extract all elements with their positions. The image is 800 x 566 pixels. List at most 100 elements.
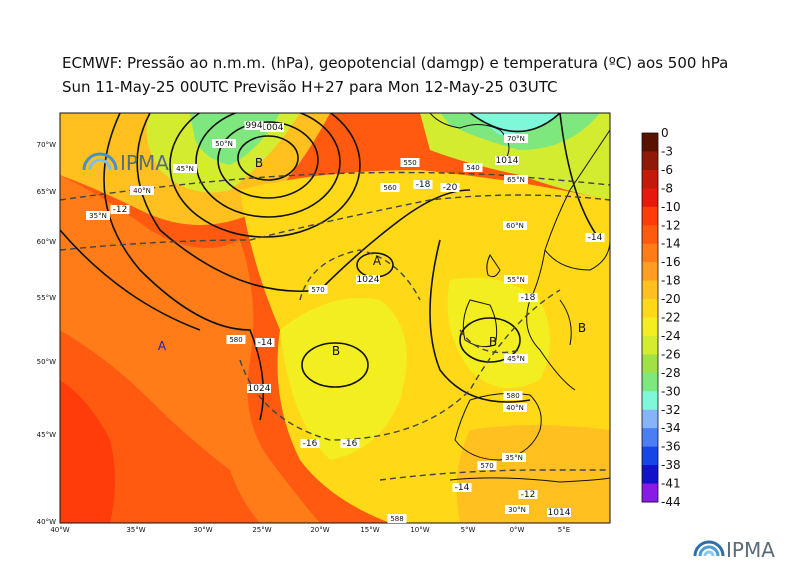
temperature-label: -16: [343, 439, 358, 449]
geopotential-label: 540: [466, 164, 479, 172]
colorbar-swatch: [642, 151, 658, 171]
isobar-label: 1014: [548, 508, 571, 518]
lon-tick-label: 35°W: [126, 526, 145, 534]
colorbar-swatch: [642, 280, 658, 300]
colorbar-label: -41: [661, 477, 681, 491]
colorbar-label: -30: [661, 384, 681, 398]
temperature-label-box: [255, 338, 275, 347]
colorbar-swatch: [642, 169, 658, 189]
lat-tick-label: 60°W: [37, 238, 56, 246]
graticule-label: 40°N: [133, 187, 151, 195]
geopotential-label: 588: [390, 515, 403, 523]
colorbar-swatch: [642, 335, 658, 355]
lat-tick-label: 40°W: [37, 518, 56, 526]
isobar-label: 1014: [496, 156, 519, 166]
colorbar-label: -12: [661, 218, 681, 232]
colorbar-swatch: [642, 428, 658, 448]
temperature-label-box: [452, 483, 472, 492]
colorbar-swatch: [642, 299, 658, 318]
geopotential-label-box: [400, 158, 420, 167]
colorbar-swatch: [642, 483, 658, 503]
colorbar-label: -14: [661, 237, 681, 251]
geopotential-label-box: [308, 285, 328, 294]
pressure-center-label: B: [332, 344, 340, 358]
graticule-label: 65°N: [507, 176, 525, 184]
colorbar: 0 -3 -6 -8 -10 -12 -14 -16 -18 -20 -22 -24 -26 -28 -30…: [641, 126, 681, 509]
colorbar-label: -26: [661, 347, 681, 361]
geopotential-label-box: [380, 183, 400, 192]
map-labels: 50°N 45°N 40°N 35°N 30°N 55°N 60°N 65°N 70°N 40°N…: [86, 121, 605, 523]
temperature-label: -18: [521, 293, 536, 303]
colorbar-label: -22: [661, 311, 681, 325]
logo-text: IPMA: [726, 538, 775, 562]
isobar-label: 1024: [357, 275, 380, 285]
pressure-center-label: A: [158, 339, 167, 353]
isobar-label-box: [547, 508, 571, 517]
geopotential-label: 570: [480, 462, 493, 470]
colorbar-label: -6: [661, 163, 673, 177]
temperature-label: -14: [258, 338, 273, 348]
graticule-label-box: [503, 403, 527, 412]
colorbar-swatch: [642, 446, 658, 466]
lat-tick-label: 55°W: [37, 294, 56, 302]
colorbar-swatch: [642, 133, 658, 152]
colorbar-label: -36: [661, 440, 681, 454]
colorbar-label: -20: [661, 292, 681, 306]
logo-watermark-text: IPMA: [120, 151, 169, 175]
colorbar-label: -18: [661, 274, 681, 288]
geopotential-label-box: [463, 163, 483, 172]
temperature-label: -14: [588, 233, 603, 243]
lon-tick-label: 5°W: [461, 526, 476, 534]
temperature-label-box: [300, 439, 320, 448]
geopotential-label-box: [503, 391, 523, 400]
graticule-label: 70°N: [507, 135, 525, 143]
pressure-center-label: B: [255, 156, 263, 170]
geopotential-label: 560: [383, 184, 396, 192]
colorbar-swatch: [642, 354, 658, 374]
geopotential-label-box: [387, 514, 407, 523]
temperature-label-box: [518, 293, 538, 302]
lon-tick-label: 15°W: [360, 526, 379, 534]
lon-tick-label: 25°W: [252, 526, 271, 534]
graticule-label: 60°N: [506, 222, 524, 230]
graticule-label-box: [503, 221, 527, 230]
graticule-label-box: [173, 164, 197, 173]
geopotential-label-box: [477, 461, 497, 470]
pressure-center-label: A: [373, 254, 382, 268]
colorbar-swatch: [642, 188, 658, 208]
colorbar-label: -44: [661, 495, 681, 509]
pressure-center-label: B: [489, 335, 497, 349]
graticule-label: 35°N: [505, 454, 523, 462]
temperature-label: -16: [303, 439, 318, 449]
graticule-label-box: [504, 175, 528, 184]
geopotential-label: 570: [311, 286, 324, 294]
lon-tick-label: 30°W: [193, 526, 212, 534]
graticule-label: 30°N: [508, 506, 526, 514]
colorbar-swatch: [642, 243, 658, 263]
isobar-label-box: [244, 121, 264, 130]
graticule-label: 45°N: [507, 355, 525, 363]
colorbar-swatch: [642, 262, 658, 282]
temperature-label-box: [340, 439, 360, 448]
colorbar-label: 0: [661, 126, 669, 140]
logo-bottom: IPMA: [693, 538, 775, 562]
colorbar-swatch: [642, 206, 658, 226]
colorbar-label: -38: [661, 458, 681, 472]
temperature-label: -18: [416, 180, 431, 190]
graticule-label-box: [504, 134, 528, 143]
colorbar-label: -8: [661, 181, 673, 195]
colorbar-label: -24: [661, 329, 681, 343]
colorbar-label: -32: [661, 403, 681, 417]
graticule-label-box: [505, 505, 529, 514]
pressure-center-label: B: [578, 321, 586, 335]
colorbar-swatch: [642, 317, 658, 337]
isobar-label-box: [495, 156, 519, 165]
temperature-label: -12: [113, 205, 128, 215]
graticule-label-box: [502, 453, 526, 462]
isobar-label-box: [247, 384, 271, 393]
chart-title-line1: ECMWF: Pressão ao n.m.m. (hPa), geopoten…: [62, 54, 729, 72]
graticule-label: 45°N: [176, 165, 194, 173]
temperature-label-box: [585, 233, 605, 242]
isobar-label: 1004: [261, 123, 284, 133]
